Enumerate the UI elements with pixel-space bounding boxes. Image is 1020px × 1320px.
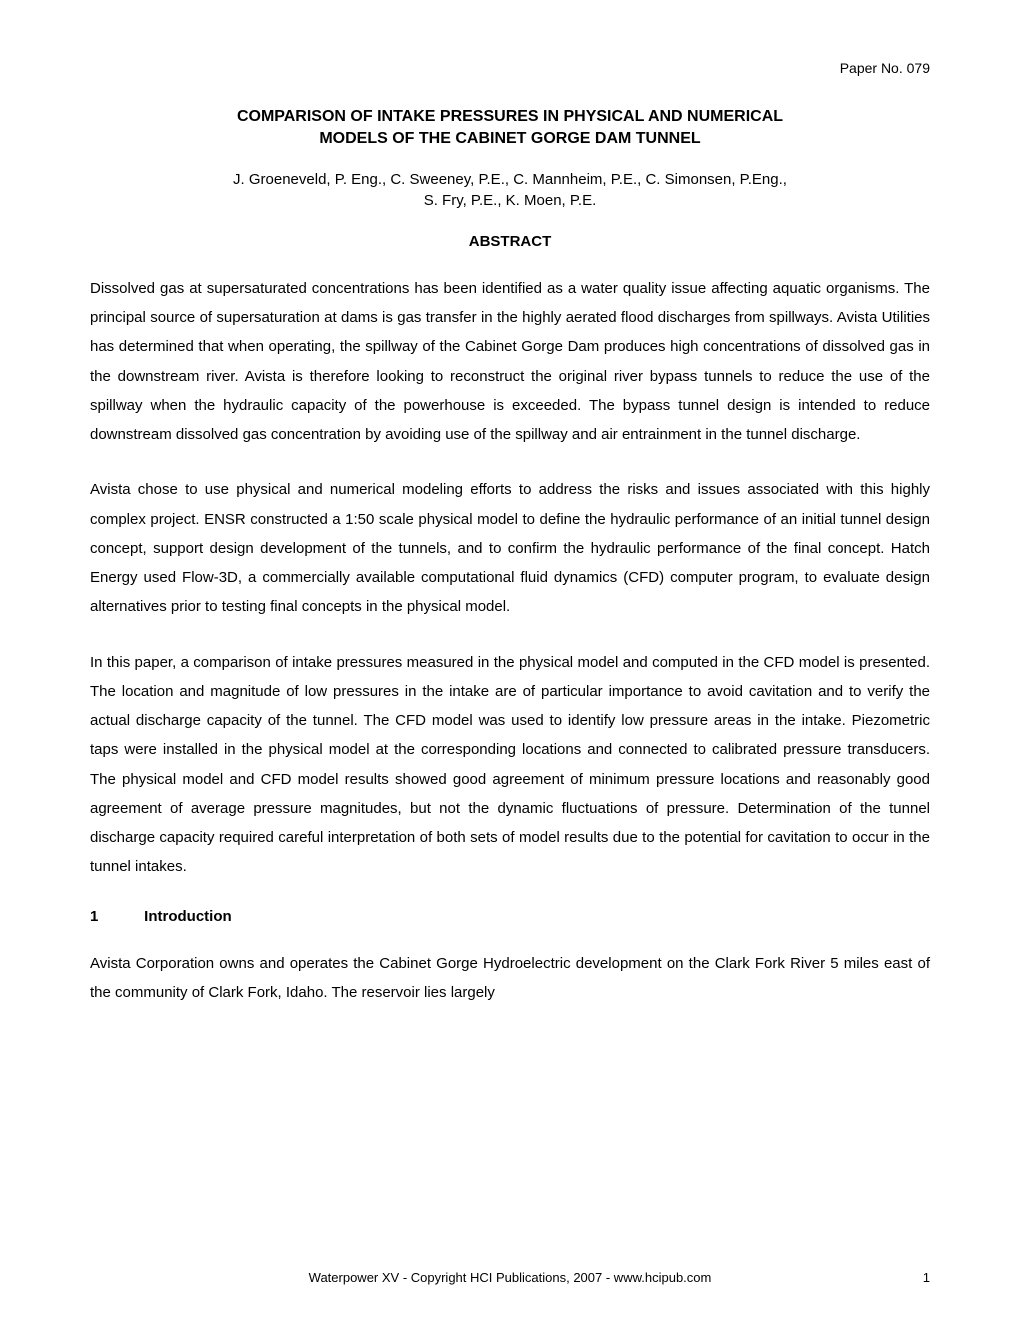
abstract-paragraph-2: Avista chose to use physical and numeric…: [90, 475, 930, 621]
page-number: 1: [923, 1270, 930, 1285]
title-line-1: COMPARISON OF INTAKE PRESSURES IN PHYSIC…: [237, 108, 783, 125]
title-line-2: MODELS OF THE CABINET GORGE DAM TUNNEL: [319, 130, 700, 147]
section-1-header: 1 Introduction: [90, 908, 930, 925]
section-1-number: 1: [90, 908, 140, 925]
abstract-paragraph-1: Dissolved gas at supersaturated concentr…: [90, 274, 930, 450]
abstract-paragraph-3: In this paper, a comparison of intake pr…: [90, 648, 930, 882]
section-1-title: Introduction: [144, 908, 231, 925]
authors-line-2: S. Fry, P.E., K. Moen, P.E.: [424, 192, 597, 209]
footer-copyright: Waterpower XV - Copyright HCI Publicatio…: [90, 1270, 930, 1285]
authors-line-1: J. Groeneveld, P. Eng., C. Sweeney, P.E.…: [233, 171, 787, 188]
paper-title: COMPARISON OF INTAKE PRESSURES IN PHYSIC…: [90, 106, 930, 151]
abstract-header: ABSTRACT: [90, 233, 930, 250]
authors-block: J. Groeneveld, P. Eng., C. Sweeney, P.E.…: [90, 169, 930, 211]
section-1-paragraph-1: Avista Corporation owns and operates the…: [90, 949, 930, 1008]
paper-number: Paper No. 079: [90, 60, 930, 76]
page-footer: Waterpower XV - Copyright HCI Publicatio…: [90, 1270, 930, 1285]
